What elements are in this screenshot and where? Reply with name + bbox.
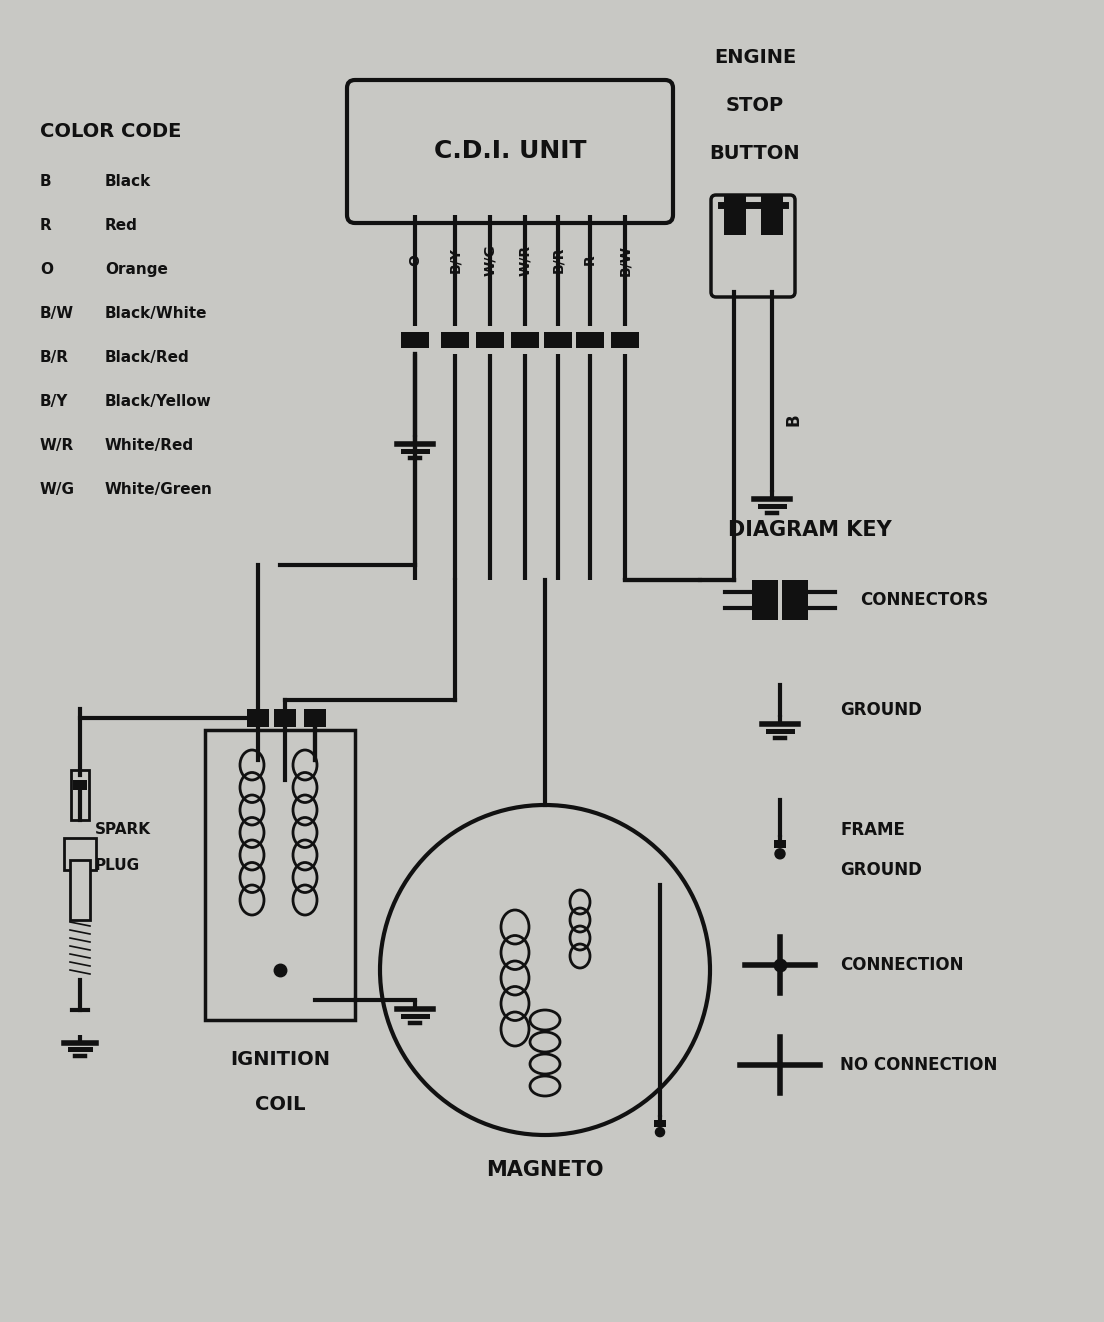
Text: MAGNETO: MAGNETO	[486, 1159, 604, 1181]
Text: B: B	[40, 175, 52, 189]
Text: B/R: B/R	[40, 350, 68, 365]
Text: R: R	[583, 255, 597, 266]
Bar	[64, 838, 96, 870]
Text: B/R: B/R	[551, 247, 565, 274]
Circle shape	[656, 1128, 665, 1137]
Bar	[761, 196, 783, 235]
Bar	[247, 709, 269, 727]
Text: White/Red: White/Red	[105, 438, 194, 453]
Bar	[611, 332, 639, 348]
Text: DIAGRAM KEY: DIAGRAM KEY	[729, 520, 892, 539]
Text: Black/Red: Black/Red	[105, 350, 190, 365]
Text: O: O	[40, 262, 53, 278]
Text: B/Y: B/Y	[40, 394, 68, 408]
Text: B/Y: B/Y	[448, 247, 461, 272]
Bar	[576, 332, 604, 348]
Bar	[73, 780, 87, 791]
Text: B/W: B/W	[40, 305, 74, 321]
Text: W/R: W/R	[518, 245, 532, 275]
Text: PLUG: PLUG	[95, 858, 140, 873]
Bar	[774, 839, 786, 847]
Text: GROUND: GROUND	[840, 861, 922, 879]
Text: GROUND: GROUND	[840, 701, 922, 719]
Text: C.D.I. UNIT: C.D.I. UNIT	[434, 140, 586, 164]
Text: B: B	[784, 414, 802, 426]
Text: CONNECTION: CONNECTION	[840, 956, 964, 974]
Text: White/Green: White/Green	[105, 483, 213, 497]
Text: FRAME: FRAME	[840, 821, 905, 839]
Bar	[476, 332, 505, 348]
FancyBboxPatch shape	[711, 196, 795, 297]
Bar	[752, 580, 778, 620]
Bar	[401, 332, 429, 348]
Text: SPARK: SPARK	[95, 822, 151, 838]
FancyBboxPatch shape	[347, 81, 673, 223]
Text: NO CONNECTION: NO CONNECTION	[840, 1056, 997, 1073]
Text: STOP: STOP	[726, 97, 784, 115]
Text: COIL: COIL	[255, 1095, 305, 1114]
Bar	[71, 769, 89, 820]
Bar	[544, 332, 572, 348]
Text: Orange: Orange	[105, 262, 168, 278]
Bar	[724, 196, 746, 235]
Text: Black: Black	[105, 175, 151, 189]
Text: B/W: B/W	[618, 245, 631, 275]
Text: Black/Yellow: Black/Yellow	[105, 394, 212, 408]
Text: BUTTON: BUTTON	[710, 144, 800, 163]
Text: O: O	[408, 254, 422, 266]
Text: CONNECTORS: CONNECTORS	[860, 591, 988, 609]
Bar	[205, 730, 355, 1021]
Text: Red: Red	[105, 218, 138, 233]
Text: W/G: W/G	[484, 245, 497, 276]
Text: COLOR CODE: COLOR CODE	[40, 122, 181, 141]
Text: W/G: W/G	[40, 483, 75, 497]
Bar	[655, 1120, 666, 1126]
Text: R: R	[40, 218, 52, 233]
Bar	[782, 580, 808, 620]
Bar	[304, 709, 326, 727]
Bar	[274, 709, 296, 727]
Circle shape	[775, 849, 785, 859]
Text: IGNITION: IGNITION	[230, 1050, 330, 1069]
Bar	[511, 332, 539, 348]
Text: W/R: W/R	[40, 438, 74, 453]
Bar	[440, 332, 469, 348]
Circle shape	[380, 805, 710, 1136]
Text: ENGINE: ENGINE	[714, 48, 796, 67]
Text: Black/White: Black/White	[105, 305, 208, 321]
Bar	[70, 861, 91, 920]
